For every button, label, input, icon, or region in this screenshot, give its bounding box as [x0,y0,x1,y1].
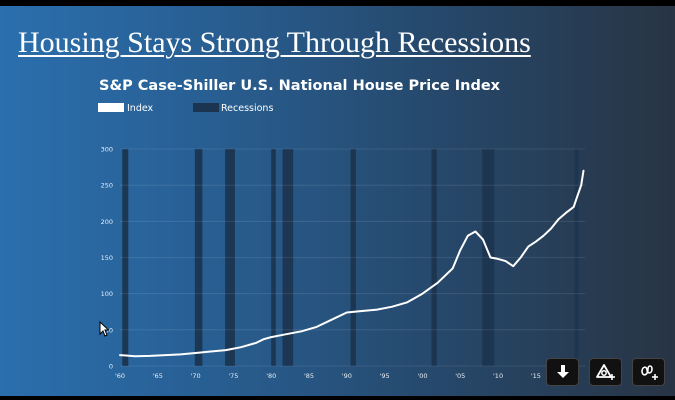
x-tick-label: '00 [417,372,427,380]
x-tick-label: '60 [115,372,125,380]
x-tick-label: '80 [266,372,276,380]
recession-band [271,149,276,366]
y-tick-label: 150 [101,254,113,262]
slide: Housing Stays Strong Through Recessions … [0,6,675,396]
x-tick-label: '05 [455,372,465,380]
mouse-cursor-icon [99,321,109,337]
series-layer [119,169,585,358]
x-tick-label: '15 [531,372,541,380]
x-tick-label: '70 [191,372,201,380]
y-tick-label: 250 [101,182,113,190]
recession-band [482,149,495,366]
x-axis-ticks: '60'65'70'75'80'85'90'95'00'05'10'15'20 [115,372,579,380]
gridlines [120,148,585,367]
legend: Index Recessions [98,103,273,114]
recession-band [225,149,235,366]
shape-add-icon [595,364,615,380]
x-tick-label: '90 [342,372,352,380]
series-line-index [119,169,585,358]
x-tick-label: '65 [153,372,163,380]
recession-band [350,149,356,366]
download-button[interactable] [546,358,579,386]
x-tick-label: '85 [304,372,314,380]
download-arrow-icon [556,365,569,378]
recession-band [282,149,294,366]
legend-label-recessions: Recessions [221,103,273,114]
y-tick-label: 100 [101,290,113,298]
add-gesture-button[interactable] [632,358,665,386]
x-tick-label: '75 [228,372,238,380]
chart-title: S&P Case-Shiller U.S. National House Pri… [99,78,501,94]
recession-band [194,149,203,366]
recession-band [122,149,129,366]
x-tick-label: '10 [493,372,503,380]
y-tick-label: 0 [109,363,113,371]
x-tick-label: '95 [380,372,390,380]
recession-bands [122,149,579,366]
recession-band [574,149,579,366]
y-tick-label: 200 [101,218,113,226]
slide-title: Housing Stays Strong Through Recessions [18,26,531,59]
legend-label-index: Index [127,103,154,114]
recession-band [431,149,437,366]
legend-swatch-index [98,103,124,112]
gesture-add-icon [640,365,658,380]
y-tick-label: 300 [101,146,113,154]
add-shape-button[interactable] [589,358,622,386]
legend-swatch-recessions [193,103,219,112]
